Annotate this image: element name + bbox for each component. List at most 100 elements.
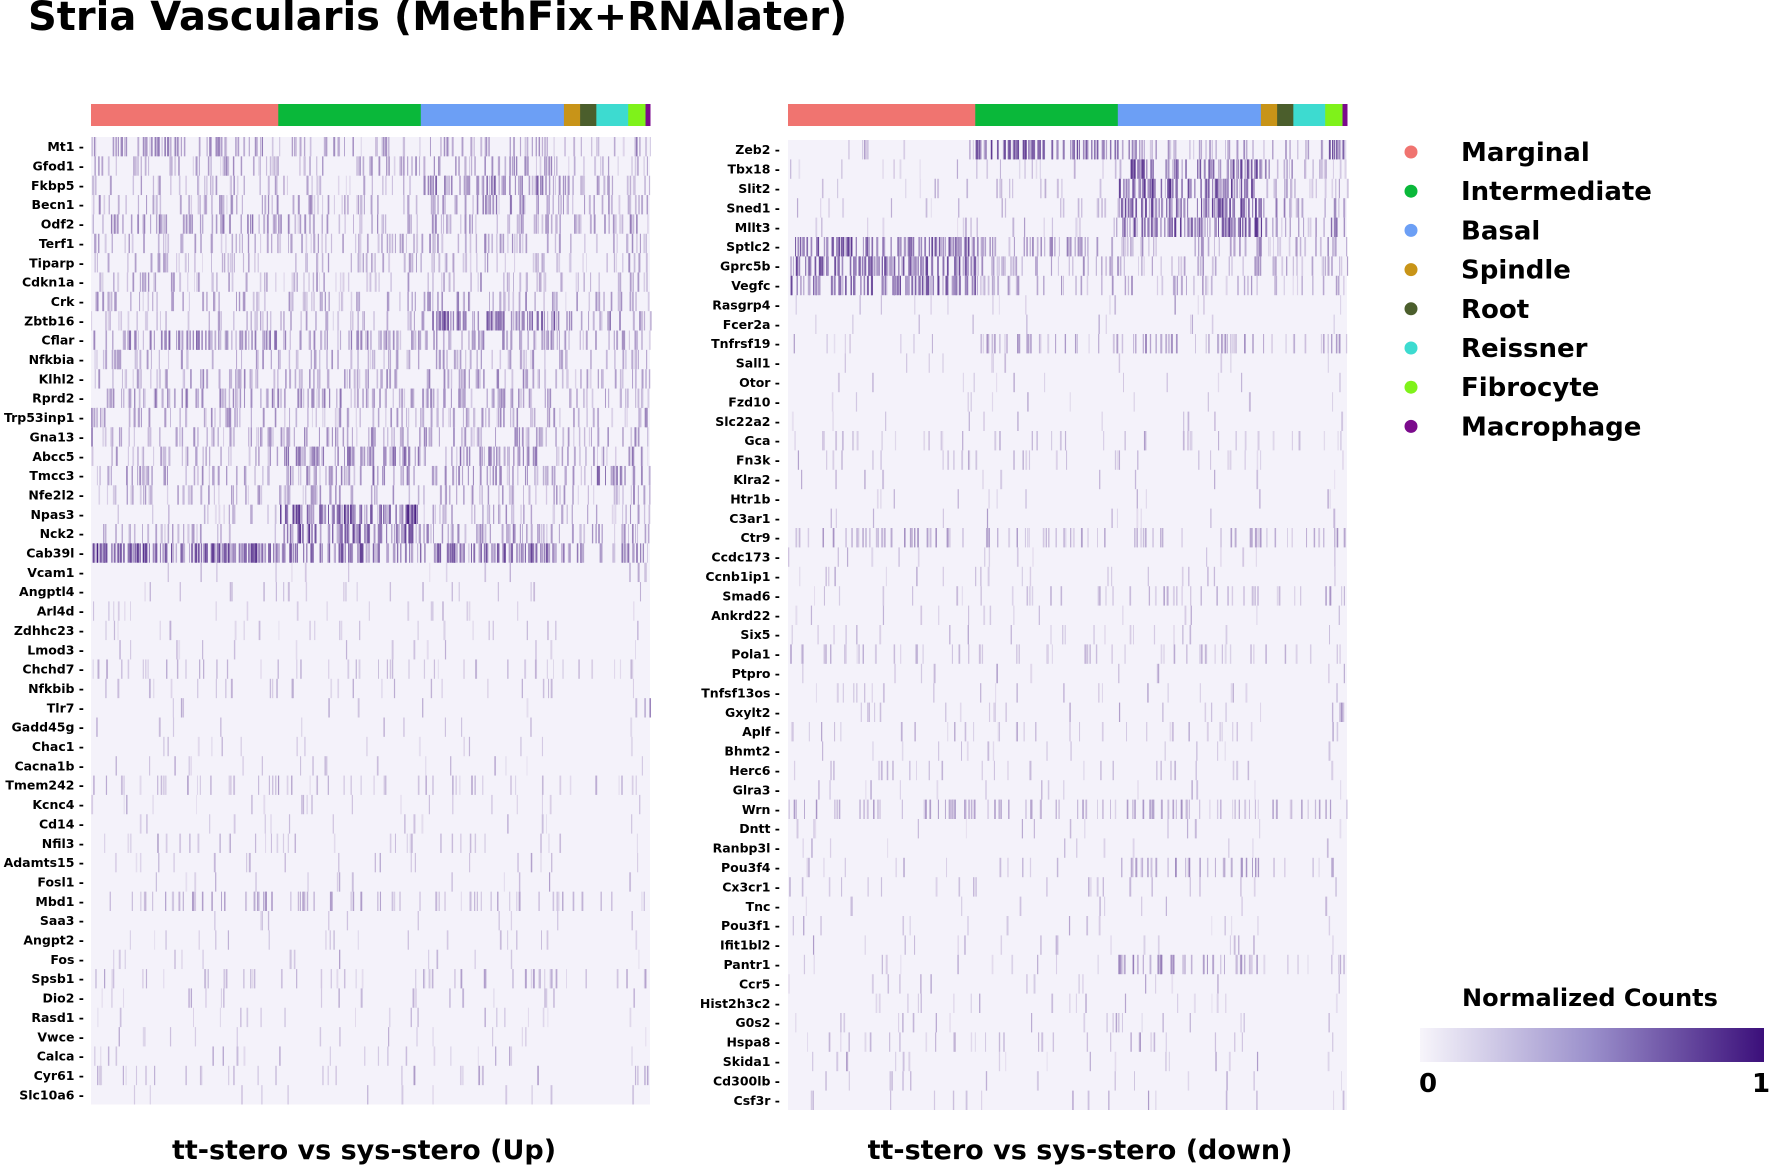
heatmap-row (129, 930, 638, 950)
gene-label: Angptl4 - (19, 584, 84, 599)
heatmap-row (94, 253, 648, 273)
heatmap-row (93, 330, 651, 350)
heatmap-row (844, 353, 1329, 373)
heatmap-row (92, 214, 649, 234)
gene-label: Dio2 - (43, 991, 85, 1006)
legend-marker-root (1404, 302, 1418, 316)
gene-label: Ccr5 - (739, 976, 780, 991)
gene-label: Odf2 - (41, 217, 84, 232)
xlabel-down: tt-stero vs sys-stero (down) (868, 1135, 1293, 1166)
gene-label: Fn3k - (736, 453, 780, 468)
heatmap-row (802, 838, 1329, 858)
heatmap-row (822, 741, 1331, 761)
chart-title: Stria Vascularis (MethFix+RNAlater) (28, 0, 848, 40)
gene-label: Cdkn1a - (22, 275, 84, 290)
heatmap-row (803, 954, 1345, 975)
cluster-bar-root (1277, 104, 1294, 126)
heatmap-row (790, 722, 1339, 742)
heatmap-row (91, 794, 641, 815)
gene-label: Nck2 - (40, 526, 84, 541)
heatmap-row (806, 857, 1334, 878)
gene-label: Angpt2 - (23, 933, 84, 948)
heatmap-row (807, 1032, 1334, 1052)
heatmap-row (104, 833, 638, 853)
cluster-bar-basal (1117, 104, 1262, 126)
heatmap-row (93, 775, 637, 795)
heatmap-row (91, 311, 652, 331)
gene-label: Rprd2 - (32, 391, 84, 406)
heatmap-row (94, 1046, 633, 1066)
gene-label: Bhmt2 - (724, 744, 780, 759)
heatmap-row (795, 605, 1340, 625)
gene-label: Tiparp - (29, 255, 84, 270)
heatmap-row (103, 524, 650, 544)
heatmap-row (113, 949, 640, 970)
gene-label: Tnc - (746, 899, 780, 914)
heatmap-row (144, 582, 642, 602)
heatmap-row (101, 988, 636, 1008)
gene-label: Fkbp5 - (31, 178, 84, 193)
legend-label-root: Root (1461, 295, 1529, 325)
heatmap-row (789, 877, 1337, 897)
gene-label: Ptpro - (732, 666, 780, 681)
gene-label: Spsb1 - (31, 971, 84, 986)
cluster-bar-marginal (788, 104, 976, 126)
gene-label: Gna13 - (29, 429, 84, 444)
gene-label: Saa3 - (40, 913, 84, 928)
cluster-bar-intermediate (278, 104, 422, 126)
gene-label: Vwce - (37, 1029, 84, 1044)
cluster-bar-spindle (563, 104, 581, 126)
gene-label: Skida1 - (723, 1054, 780, 1069)
heatmap-row (97, 1065, 649, 1086)
heatmap-panel-up: Mt1 - Gfod1 - Fkbp5 - Becn1 - Odf2 - Terf1 - T… (4, 104, 652, 1105)
gene-label: Kcnc4 - (32, 797, 84, 812)
heatmap-row (796, 198, 1346, 218)
gene-label: Zbtb16 - (24, 313, 84, 328)
heatmap-row (797, 450, 1344, 470)
gene-label: Tbx18 - (728, 162, 780, 177)
colorbar-gradient (1420, 1028, 1764, 1062)
heatmap-row (96, 465, 651, 486)
heatmap-row (831, 392, 1334, 412)
heatmap-row (117, 504, 651, 524)
heatmap-row (119, 640, 636, 660)
heatmap-row (815, 217, 1346, 237)
gene-label: Nfkbib - (28, 681, 84, 696)
heatmap-row (97, 1007, 632, 1028)
cluster-bar-fibrocyte (628, 104, 647, 126)
gene-label: Crk - (51, 294, 84, 309)
gene-label: Cx3cr1 - (722, 879, 780, 894)
gene-label: Tnfsf13os - (701, 685, 780, 700)
gene-label: Klhl2 - (39, 371, 84, 386)
gene-label: Npas3 - (30, 507, 84, 522)
gene-label: Zeb2 - (735, 142, 780, 157)
legend-marker-intermediate (1404, 184, 1418, 198)
legend-marker-fibrocyte (1404, 380, 1418, 394)
heatmap-row (830, 508, 1336, 528)
gene-label: Gadd45g - (12, 720, 84, 735)
heatmap-row (788, 974, 1340, 994)
gene-label: Vcam1 - (27, 565, 84, 580)
gene-label: Fcer2a - (723, 317, 780, 332)
heatmap-row (790, 159, 1347, 179)
gene-label: Mbd1 - (35, 894, 84, 909)
heatmap-row (98, 485, 651, 505)
gene-label: Six5 - (740, 627, 780, 642)
colorbar-min-label: 0 (1419, 1069, 1437, 1099)
gene-label: Ranbp3l - (713, 841, 780, 856)
gene-label: Sall1 - (736, 356, 780, 371)
gene-label: Cab39l - (26, 546, 84, 561)
heatmap-row (818, 780, 1342, 800)
heatmap-row (796, 819, 1342, 839)
legend-label-spindle: Spindle (1461, 256, 1571, 286)
gene-label: G0s2 - (735, 1015, 780, 1030)
heatmap-row (92, 543, 648, 563)
heatmap-row (214, 911, 633, 931)
gene-label: Klra2 - (733, 472, 780, 487)
heatmap-row (821, 178, 1349, 199)
heatmap-row (793, 334, 1348, 354)
colorbar-max-label: 1 (1752, 1069, 1770, 1099)
heatmap-row (791, 625, 1331, 645)
legend-label-intermediate: Intermediate (1461, 177, 1652, 207)
